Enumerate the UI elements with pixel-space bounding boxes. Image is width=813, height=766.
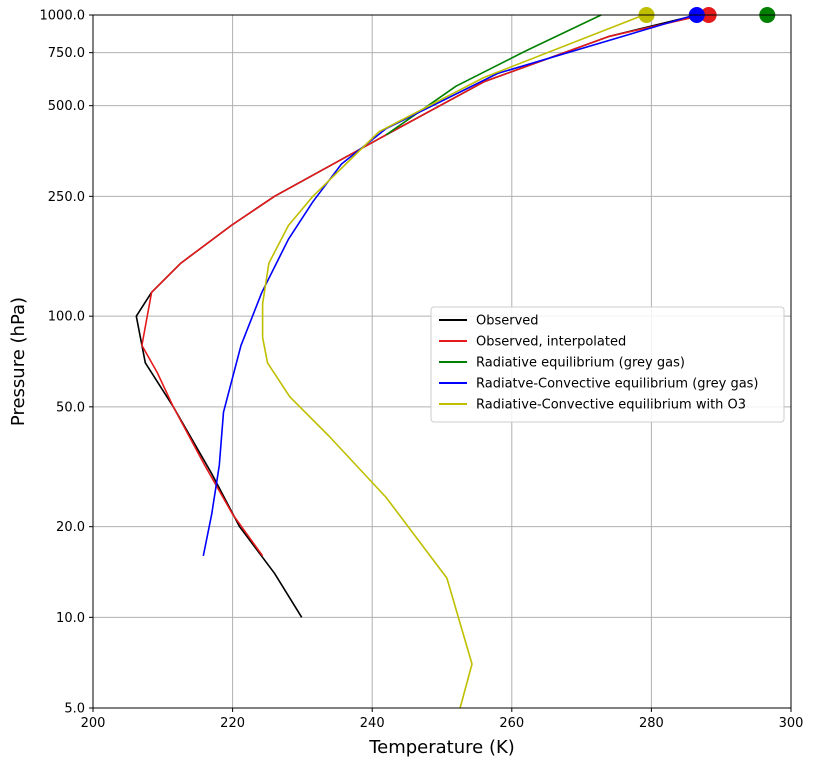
y-axis-title: Pressure (hPa) xyxy=(8,297,29,426)
series-line-4 xyxy=(261,14,644,709)
x-axis-title: Temperature (K) xyxy=(368,737,515,758)
x-tick-label: 220 xyxy=(220,716,245,731)
y-tick-label: 5.0 xyxy=(64,702,85,717)
y-tick-label: 50.0 xyxy=(56,400,85,415)
y-tick-label: 250.0 xyxy=(48,190,85,205)
legend-label: Radiative-Convective equilibrium with O3 xyxy=(476,398,746,413)
x-tick-label: 280 xyxy=(639,716,664,731)
x-tick-label: 300 xyxy=(779,716,804,731)
legend-label: Observed, interpolated xyxy=(476,335,626,350)
y-tick-label: 1000.0 xyxy=(40,9,86,24)
plot-frame xyxy=(92,14,792,709)
y-tick-label: 10.0 xyxy=(56,611,85,626)
x-tick-label: 260 xyxy=(499,716,524,731)
series-line-3 xyxy=(202,14,695,557)
series-line-1 xyxy=(141,14,704,557)
legend-label: Radiatve-Convective equilibrium (grey ga… xyxy=(476,377,759,392)
y-tick-label: 20.0 xyxy=(56,520,85,535)
x-tick-label: 240 xyxy=(360,716,385,731)
legend-label: Radiative equilibrium (grey gas) xyxy=(476,356,685,371)
y-tick-label: 500.0 xyxy=(48,99,85,114)
x-axis: 200 220 240 260 280 300 xyxy=(81,708,804,731)
legend: Observed Observed, interpolated Radiative … xyxy=(430,306,785,423)
y-tick-label: 750.0 xyxy=(48,46,85,61)
x-tick-label: 200 xyxy=(81,716,106,731)
y-axis: 5.0 10.0 20.0 50.0 100.0 250.0 500.0 750.0 1000.… xyxy=(40,9,93,717)
series-lines xyxy=(135,14,704,709)
legend-label: Observed xyxy=(476,314,539,329)
legend-box xyxy=(430,306,785,423)
y-tick-label: 100.0 xyxy=(48,310,85,325)
